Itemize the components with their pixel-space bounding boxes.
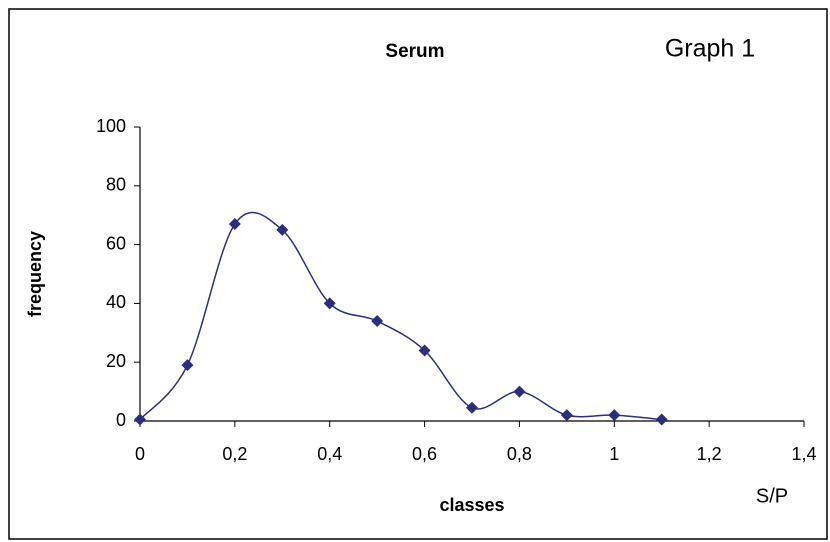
data-point [466, 401, 478, 414]
data-point [371, 315, 384, 328]
y-tick-label: 20 [106, 351, 126, 371]
data-point [560, 409, 573, 422]
data-point [276, 223, 289, 236]
y-tick-label: 0 [116, 410, 126, 430]
x-unit-label: S/P [756, 485, 788, 507]
y-tick-label: 60 [106, 233, 126, 253]
x-tick-label: 0 [135, 444, 145, 464]
data-point [608, 409, 621, 422]
x-tick-label: 1,2 [697, 444, 722, 464]
x-tick-label: 0,8 [507, 444, 532, 464]
data-point [228, 218, 241, 231]
y-tick-label: 100 [96, 116, 126, 136]
data-point [655, 413, 668, 426]
x-tick-label: 1 [609, 444, 619, 464]
x-tick-label: 0,4 [317, 444, 342, 464]
x-tick-label: 0,6 [412, 444, 437, 464]
data-point [513, 385, 526, 398]
x-tick-label: 1,4 [791, 444, 816, 464]
annotation: Graph 1 [665, 35, 755, 63]
data-point [134, 413, 146, 426]
x-axis-label: classes [439, 495, 504, 515]
chart-title: Serum [385, 41, 444, 62]
y-axis-label: frequency [25, 231, 45, 317]
y-tick-label: 80 [106, 175, 126, 195]
data-point [323, 297, 336, 310]
data-point [181, 359, 194, 372]
data-point [418, 344, 431, 357]
x-tick-label: 0,2 [222, 444, 247, 464]
chart-frame [8, 8, 828, 540]
y-tick-label: 40 [106, 292, 126, 312]
